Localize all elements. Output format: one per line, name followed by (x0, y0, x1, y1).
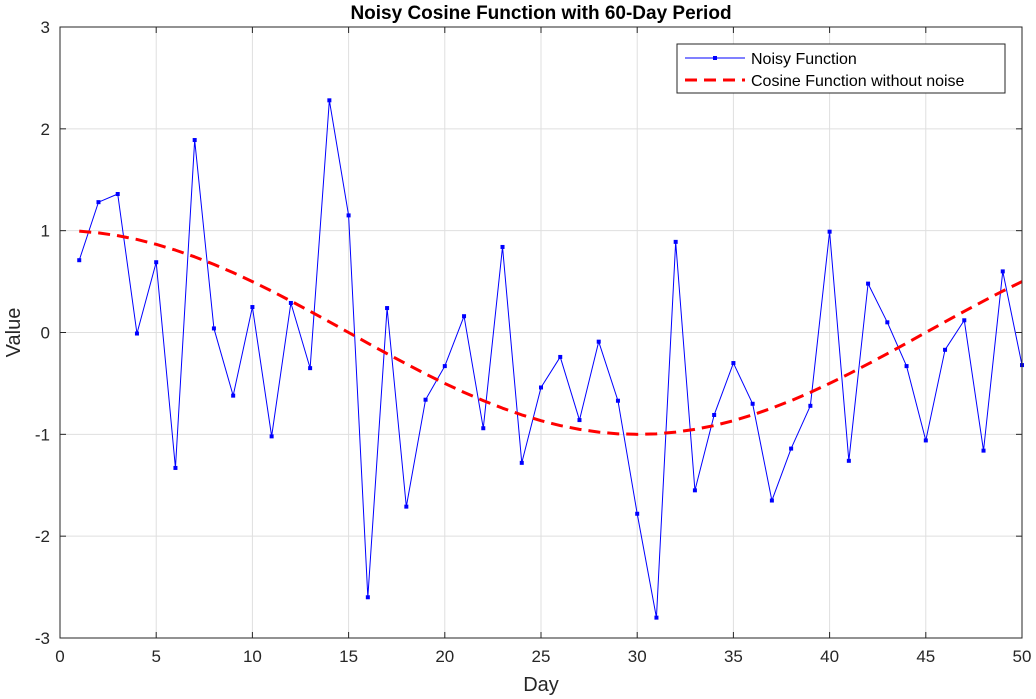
x-tick-label: 30 (628, 647, 647, 666)
data-point (346, 213, 351, 218)
data-point (442, 364, 447, 369)
legend-item: Cosine Function without noise (685, 73, 965, 90)
data-point (519, 460, 524, 465)
x-tick-label: 40 (820, 647, 839, 666)
data-point (173, 465, 178, 470)
data-point (692, 488, 697, 493)
data-point (923, 438, 928, 443)
series-line (78, 99, 1023, 619)
data-point (962, 318, 967, 323)
data-point (462, 314, 467, 319)
data-point (577, 418, 582, 423)
y-axis-title: Value (3, 308, 25, 358)
data-point (750, 401, 755, 406)
data-point (596, 339, 601, 344)
y-tick-label: 1 (41, 222, 50, 241)
data-point (308, 366, 313, 371)
legend-swatch-marker (713, 56, 717, 60)
data-point (539, 385, 543, 390)
data-point (423, 397, 428, 402)
data-point (808, 403, 813, 408)
data-point (885, 320, 890, 325)
x-tick-label: 20 (435, 647, 454, 666)
data-point (1000, 269, 1005, 274)
x-tick-label: 35 (724, 647, 743, 666)
data-point (500, 244, 505, 249)
x-tick-label: 25 (532, 647, 551, 666)
data-point (211, 326, 216, 331)
y-tick-label: -1 (35, 425, 50, 444)
data-point (654, 615, 659, 620)
data-point (846, 458, 851, 463)
data-point (385, 306, 390, 311)
data-point (635, 511, 640, 516)
x-tick-label: 50 (1013, 647, 1032, 666)
series-layer (77, 98, 1024, 620)
grid (59, 26, 1023, 639)
data-point (673, 239, 678, 244)
data-point (250, 305, 255, 310)
x-axis-title: Day (523, 674, 559, 696)
y-tick-label: -3 (35, 629, 50, 648)
data-point (789, 446, 794, 451)
axis-ticks: 0 5 10 15 20 25 30 35 40 45 50 -3 -2 -1 0 1 2 3 (35, 18, 1032, 666)
chart-title: Noisy Cosine Function with 60-Day Period (350, 3, 731, 24)
x-tick-label: 45 (916, 647, 935, 666)
data-point (192, 138, 197, 143)
data-point (77, 258, 82, 263)
series-noisy-function (77, 98, 1024, 620)
y-tick-label: -2 (35, 527, 50, 546)
x-tick-label: 0 (55, 647, 64, 666)
legend-item: Noisy Function (685, 51, 857, 68)
legend-label: Noisy Function (751, 51, 857, 68)
x-tick-label: 15 (339, 647, 358, 666)
x-tick-label: 10 (243, 647, 262, 666)
data-point (96, 200, 101, 205)
data-point (134, 331, 139, 336)
data-point (943, 347, 948, 352)
data-point (866, 281, 871, 286)
data-point (288, 300, 293, 305)
data-point (769, 498, 774, 503)
x-tick-label: 5 (151, 647, 160, 666)
legend: Noisy Function Cosine Function without no… (676, 43, 1006, 94)
legend-items: Noisy Function Cosine Function without no… (685, 51, 965, 90)
y-tick-label: 2 (41, 120, 50, 139)
data-point (731, 361, 736, 366)
data-point (115, 192, 120, 197)
data-point (712, 412, 717, 417)
legend-box (676, 43, 1006, 94)
data-point (365, 595, 370, 600)
legend-label: Cosine Function without noise (751, 73, 965, 90)
data-point (154, 260, 159, 265)
data-point (827, 229, 832, 234)
data-point (404, 504, 409, 509)
series-line (79, 229, 1023, 436)
data-point (981, 448, 986, 453)
data-point (327, 98, 332, 103)
data-point (904, 364, 909, 369)
data-point (558, 354, 563, 359)
series-cosine-function (79, 229, 1023, 436)
data-point (481, 426, 486, 431)
y-tick-label: 3 (41, 18, 50, 37)
data-point (231, 393, 236, 398)
data-point (615, 398, 620, 403)
y-tick-label: 0 (41, 324, 50, 343)
data-point (269, 434, 274, 439)
